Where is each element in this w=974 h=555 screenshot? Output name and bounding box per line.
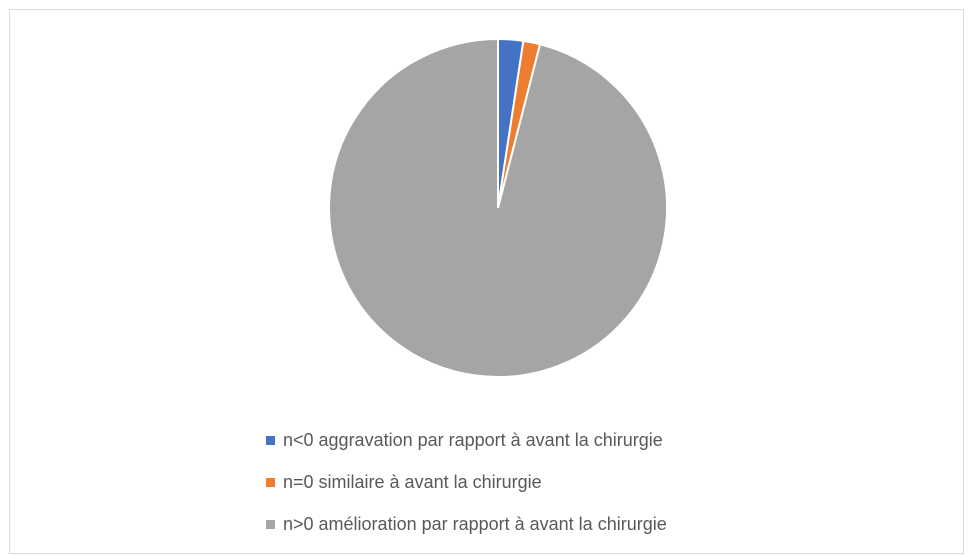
chart-frame: n<0 aggravation par rapport à avant la c… [9, 9, 964, 554]
legend-item-amelioration: n>0 amélioration par rapport à avant la … [266, 512, 886, 536]
chart-legend: n<0 aggravation par rapport à avant la c… [266, 428, 886, 554]
pie-chart [328, 37, 668, 378]
legend-swatch-similaire [266, 477, 275, 487]
legend-swatch-amelioration [266, 519, 275, 529]
legend-item-aggravation: n<0 aggravation par rapport à avant la c… [266, 428, 886, 452]
legend-item-similaire: n=0 similaire à avant la chirurgie [266, 470, 886, 494]
legend-label-amelioration: n>0 amélioration par rapport à avant la … [283, 513, 667, 534]
pie-slice-amelioration [328, 37, 668, 378]
legend-label-similaire: n=0 similaire à avant la chirurgie [283, 471, 542, 492]
legend-swatch-aggravation [266, 435, 275, 445]
legend-label-aggravation: n<0 aggravation par rapport à avant la c… [283, 429, 663, 450]
